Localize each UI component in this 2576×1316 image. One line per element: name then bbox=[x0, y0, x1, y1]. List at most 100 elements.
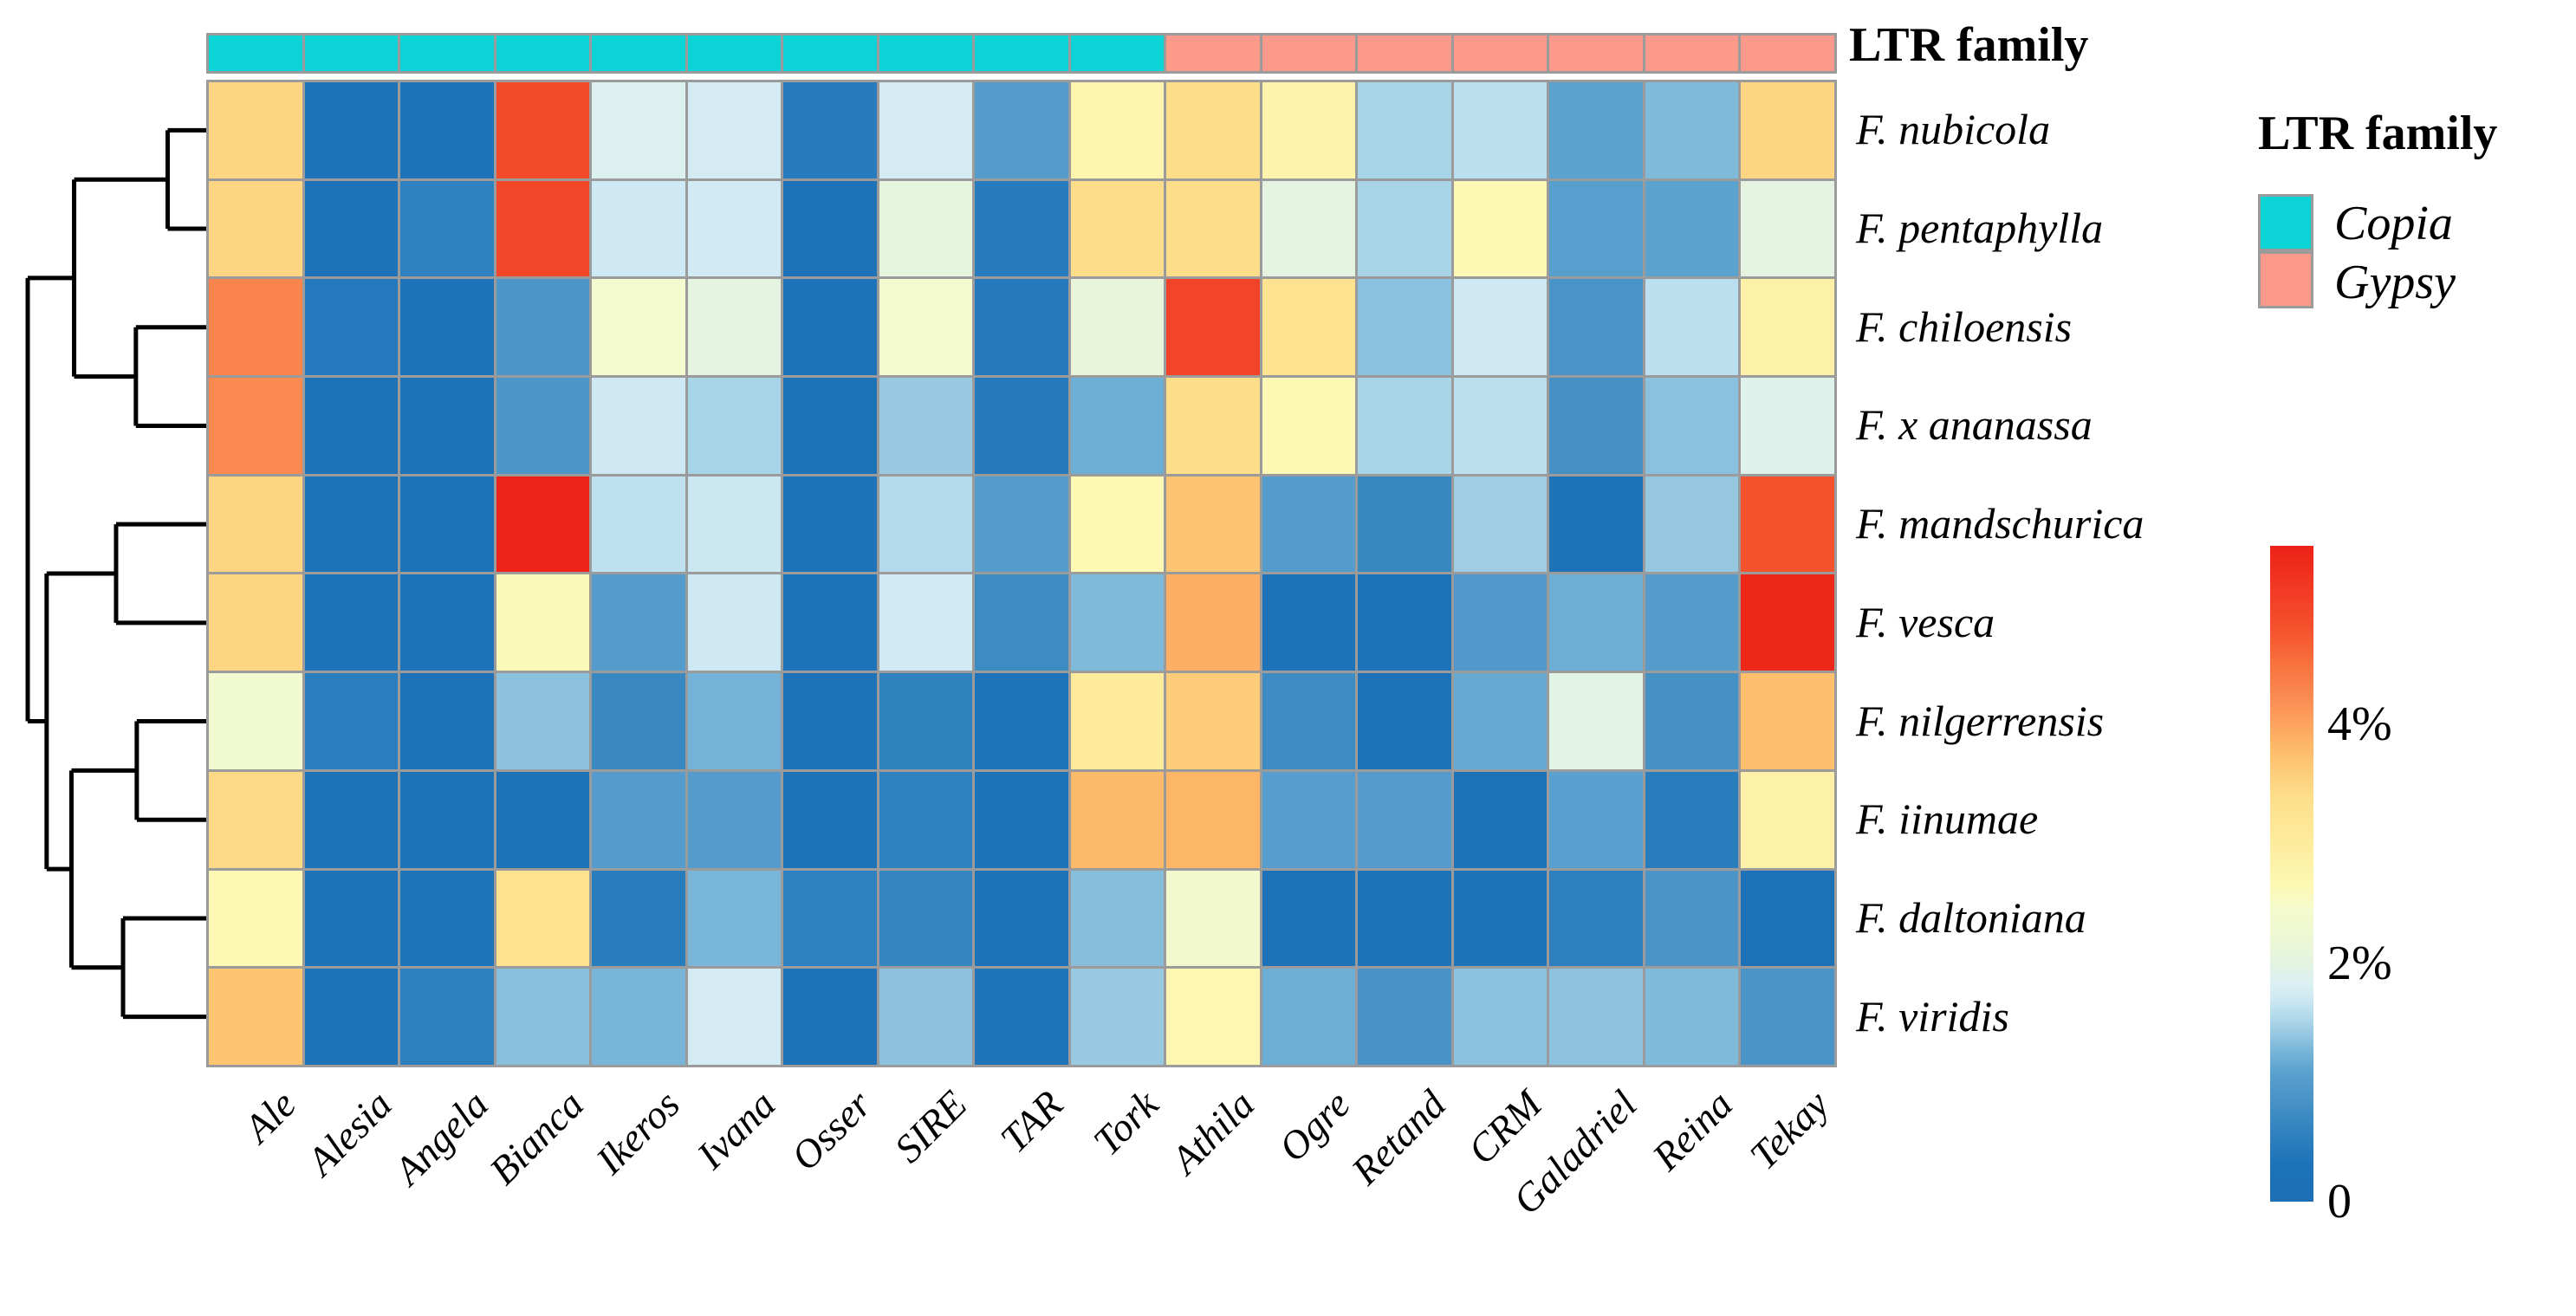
heatmap-cell bbox=[1262, 673, 1356, 769]
heatmap-cell bbox=[1453, 870, 1548, 967]
legend-swatch-gypsy bbox=[2258, 251, 2313, 308]
column-label-Ale: Ale bbox=[236, 1081, 305, 1151]
heatmap-cell bbox=[879, 969, 973, 1065]
column-label-Retand: Retand bbox=[1342, 1081, 1454, 1193]
annotation-cell-Tekay bbox=[1741, 36, 1834, 71]
heatmap-cell bbox=[975, 180, 1068, 277]
heatmap-cell bbox=[592, 574, 685, 671]
annotation-cell-Bianca bbox=[496, 36, 590, 71]
heatmap-cell bbox=[496, 673, 590, 769]
heatmap-cell bbox=[496, 870, 590, 967]
dendrogram-lines bbox=[25, 127, 206, 1020]
row-label-2: F. pentaphylla bbox=[1856, 203, 2104, 252]
heatmap-cell bbox=[783, 673, 877, 769]
column-label-TAR: TAR bbox=[991, 1081, 1071, 1162]
heatmap-cell bbox=[1070, 771, 1165, 868]
heatmap-cell bbox=[879, 574, 973, 671]
row-label-4: F. x ananassa bbox=[1856, 400, 2093, 450]
heatmap-cell bbox=[1070, 673, 1165, 769]
heatmap-cell bbox=[1166, 574, 1260, 671]
column-label-Athila: Athila bbox=[1162, 1081, 1262, 1183]
annotation-cell-Ogre bbox=[1262, 36, 1356, 71]
heatmap-cell bbox=[1645, 771, 1739, 868]
heatmap-cell bbox=[975, 279, 1068, 376]
heatmap-cell bbox=[1166, 476, 1260, 573]
heatmap-grid bbox=[206, 80, 1837, 1067]
row-label-10: F. viridis bbox=[1856, 991, 2009, 1040]
heatmap-cell bbox=[1645, 180, 1739, 277]
heatmap-cell bbox=[1358, 574, 1451, 671]
heatmap-cell bbox=[1166, 180, 1260, 277]
heatmap-cell bbox=[592, 180, 685, 277]
heatmap-cell bbox=[592, 378, 685, 474]
heatmap-cell bbox=[1453, 82, 1548, 178]
column-label-Osser: Osser bbox=[782, 1081, 879, 1179]
annotation-cell-Ikeros bbox=[592, 36, 685, 71]
annotation-cell-TAR bbox=[975, 36, 1068, 71]
row-label-5: F. mandschurica bbox=[1856, 498, 2145, 548]
heatmap-cell bbox=[783, 870, 877, 967]
row-label-8: F. iinumae bbox=[1856, 794, 2039, 844]
colorbar-tick-4pct: 4% bbox=[2327, 697, 2392, 752]
heatmap-cell bbox=[687, 969, 782, 1065]
heatmap-cell bbox=[1262, 378, 1356, 474]
heatmap-cell bbox=[1549, 378, 1643, 474]
column-label-Ikeros: Ikeros bbox=[587, 1081, 688, 1183]
heatmap-cell bbox=[304, 870, 399, 967]
ltr-family-annotation-bar bbox=[206, 33, 1837, 74]
heatmap-cell bbox=[783, 279, 877, 376]
heatmap-cell bbox=[1741, 574, 1834, 671]
heatmap-cell bbox=[1549, 673, 1643, 769]
heatmap-cell bbox=[1741, 673, 1834, 769]
column-label-Alesia: Alesia bbox=[298, 1081, 401, 1184]
annotation-cell-Ivana bbox=[687, 36, 782, 71]
heatmap-cell bbox=[1549, 870, 1643, 967]
heatmap-cell bbox=[879, 476, 973, 573]
heatmap-cell bbox=[1741, 279, 1834, 376]
heatmap-cell bbox=[592, 476, 685, 573]
heatmap-cell bbox=[1358, 82, 1451, 178]
heatmap-cell bbox=[1070, 969, 1165, 1065]
heatmap-cell bbox=[496, 279, 590, 376]
heatmap-cell bbox=[400, 969, 494, 1065]
heatmap-cell bbox=[1262, 476, 1356, 573]
annotation-cell-Reina bbox=[1645, 36, 1739, 71]
heatmap-cell bbox=[1549, 180, 1643, 277]
heatmap-cell bbox=[1070, 82, 1165, 178]
heatmap-cell bbox=[1262, 82, 1356, 178]
row-dendrogram bbox=[25, 127, 206, 1020]
annotation-cell-Tork bbox=[1070, 36, 1165, 71]
heatmap-cell bbox=[1358, 378, 1451, 474]
heatmap-cell bbox=[304, 279, 399, 376]
heatmap-cell bbox=[304, 673, 399, 769]
heatmap-cell bbox=[1645, 476, 1739, 573]
heatmap-cell bbox=[1645, 673, 1739, 769]
heatmap-cell bbox=[1166, 969, 1260, 1065]
heatmap-cell bbox=[400, 279, 494, 376]
heatmap-cell bbox=[209, 574, 302, 671]
heatmap-cell bbox=[209, 180, 302, 277]
heatmap-cell bbox=[1070, 870, 1165, 967]
heatmap-cell bbox=[209, 870, 302, 967]
column-label-Ivana: Ivana bbox=[688, 1081, 784, 1177]
legend-swatch-copia bbox=[2258, 194, 2313, 251]
heatmap-cell bbox=[400, 180, 494, 277]
row-label-7: F. nilgerrensis bbox=[1856, 696, 2105, 745]
heatmap-cell bbox=[1262, 279, 1356, 376]
heatmap-cell bbox=[304, 82, 399, 178]
legend-title: LTR family bbox=[2258, 107, 2498, 160]
heatmap-cell bbox=[1166, 82, 1260, 178]
column-label-Tork: Tork bbox=[1084, 1081, 1167, 1164]
heatmap-cell bbox=[1741, 870, 1834, 967]
annotation-cell-CRM bbox=[1453, 36, 1548, 71]
heatmap-cell bbox=[975, 476, 1068, 573]
heatmap-cell bbox=[1645, 870, 1739, 967]
heatmap-cell bbox=[687, 279, 782, 376]
heatmap-cell bbox=[975, 378, 1068, 474]
heatmap-cell bbox=[592, 771, 685, 868]
row-label-9: F. daltoniana bbox=[1856, 892, 2086, 942]
heatmap-cell bbox=[1166, 771, 1260, 868]
heatmap-cell bbox=[400, 574, 494, 671]
annotation-cell-Osser bbox=[783, 36, 877, 71]
heatmap-cell bbox=[1358, 279, 1451, 376]
